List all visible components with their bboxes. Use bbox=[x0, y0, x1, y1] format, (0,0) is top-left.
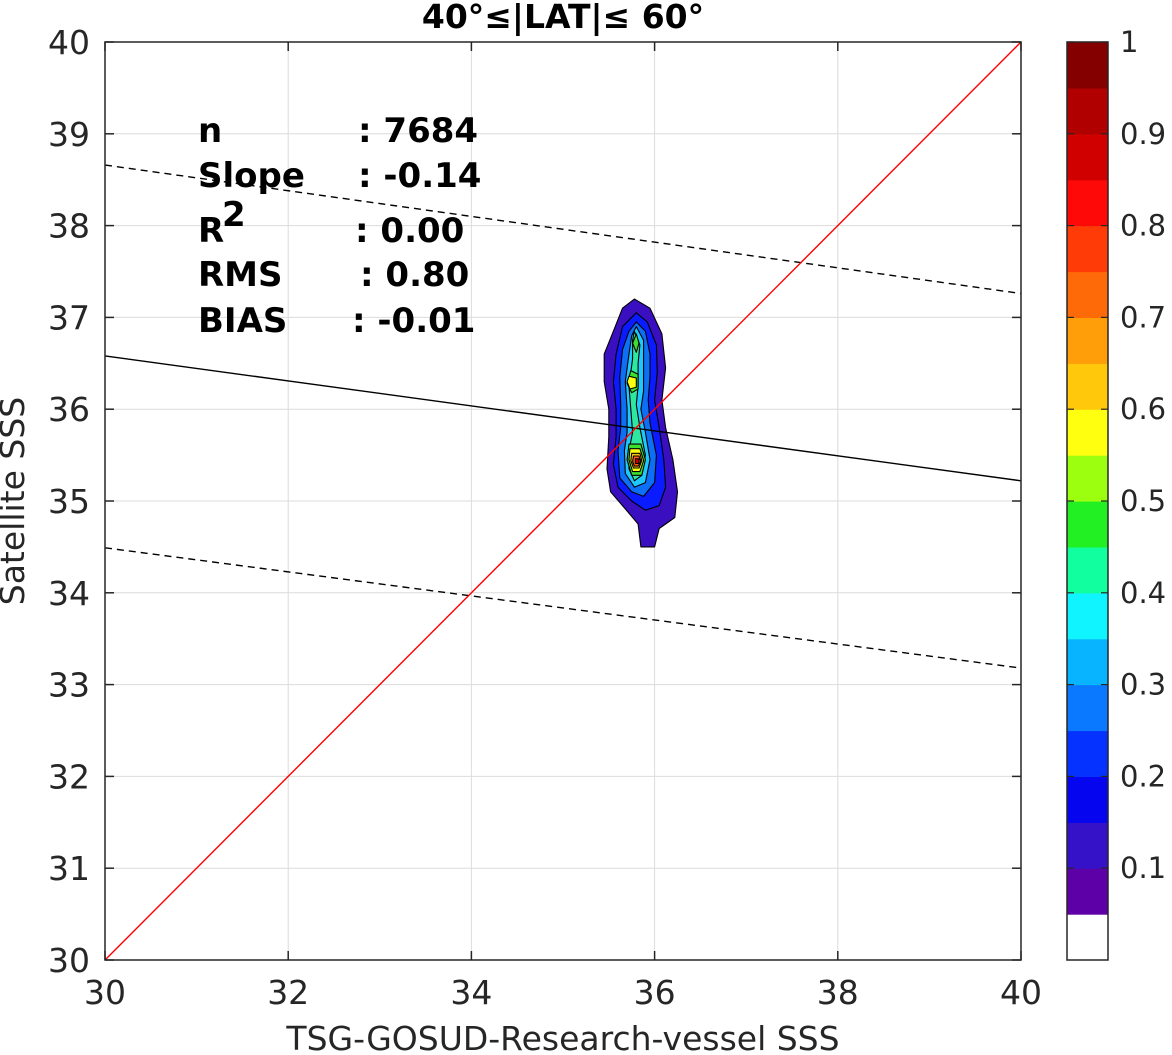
y-tick-label: 36 bbox=[48, 390, 90, 429]
stat-value: : -0.14 bbox=[358, 156, 481, 196]
colorbar-tick-label: 0.9 bbox=[1120, 117, 1166, 151]
stat-label: n bbox=[198, 111, 222, 151]
colorbar-segment bbox=[1067, 271, 1108, 318]
colorbar-segment bbox=[1067, 317, 1108, 364]
y-tick-label: 37 bbox=[48, 298, 90, 337]
colorbar-segment bbox=[1067, 225, 1108, 273]
x-tick-label: 34 bbox=[450, 973, 492, 1012]
x-tick-label: 40 bbox=[1000, 973, 1042, 1012]
colorbar-segment bbox=[1067, 546, 1108, 594]
reference-lines bbox=[104, 41, 1022, 961]
colorbar-tick-label: 0.7 bbox=[1120, 300, 1166, 334]
colorbar-segment bbox=[1067, 363, 1108, 410]
colorbar-segment bbox=[1067, 42, 1108, 89]
regression-line bbox=[104, 355, 1022, 482]
chart-title: 40°≤|LAT|≤ 60° bbox=[422, 0, 704, 36]
colorbar-segment bbox=[1067, 592, 1108, 640]
contour-level-0.65 bbox=[626, 375, 637, 390]
colorbar-segment bbox=[1067, 868, 1108, 915]
colorbar-segment bbox=[1067, 914, 1108, 961]
upper-bound-line bbox=[104, 164, 1022, 295]
stat-value: : -0.01 bbox=[352, 301, 475, 341]
colorbar-segment bbox=[1067, 638, 1108, 686]
grid bbox=[105, 42, 1021, 960]
colorbar-segment bbox=[1067, 179, 1108, 227]
colorbar-tick-label: 0.3 bbox=[1120, 668, 1166, 702]
x-tick-label: 32 bbox=[267, 973, 309, 1012]
stat-label: BIAS bbox=[198, 301, 287, 341]
colorbar-tick-label: 0.2 bbox=[1120, 759, 1166, 793]
colorbar-tick-label: 0.6 bbox=[1120, 392, 1166, 426]
x-axis-label: TSG-GOSUD-Research-vessel SSS bbox=[285, 1019, 839, 1055]
contour-level-0.55 bbox=[632, 333, 640, 353]
colorbar-tick-label: 0.5 bbox=[1120, 484, 1166, 518]
x-tick-label: 30 bbox=[84, 973, 126, 1012]
y-tick-label: 30 bbox=[48, 941, 90, 980]
y-tick-label: 31 bbox=[48, 849, 90, 888]
colorbar-segment bbox=[1067, 822, 1108, 869]
colorbar-tick-label: 0.4 bbox=[1120, 576, 1166, 610]
colorbar-segment bbox=[1067, 133, 1108, 181]
density-contours bbox=[603, 298, 679, 548]
colorbar-tick-label: 0.1 bbox=[1120, 851, 1166, 885]
x-tick-label: 36 bbox=[634, 973, 676, 1012]
colorbar-segment bbox=[1067, 455, 1108, 502]
stat-value: : 7684 bbox=[358, 111, 478, 151]
x-tick-label: 38 bbox=[817, 973, 859, 1012]
lower-bound-line bbox=[104, 547, 1022, 669]
stat-value: : 0.80 bbox=[360, 255, 469, 295]
colorbar-tick-label: 1 bbox=[1120, 25, 1138, 59]
stat-label: R bbox=[198, 211, 224, 251]
plot-area: 30 32 34 36 38 40 30 31 32 33 34 35 36 37 38 39 40 n : 76… bbox=[48, 23, 1042, 1012]
one-to-one-line bbox=[104, 41, 1022, 961]
stat-label: RMS bbox=[198, 255, 283, 295]
colorbar-tick-label: 0.8 bbox=[1120, 209, 1166, 243]
colorbar-segment bbox=[1067, 684, 1108, 732]
axis-ticks: 30 32 34 36 38 40 30 31 32 33 34 35 36 37 38 39 40 bbox=[48, 23, 1042, 1012]
colorbar-segment bbox=[1067, 730, 1108, 777]
y-tick-label: 34 bbox=[48, 574, 90, 613]
colorbar-segment bbox=[1067, 776, 1108, 823]
y-tick-label: 32 bbox=[48, 757, 90, 796]
y-axis-label: Satellite SSS bbox=[0, 397, 32, 606]
colorbar: 0.1 0.2 0.3 0.4 0.5 0.6 0.7 0.8 0.9 1 bbox=[1066, 25, 1166, 961]
stat-label: Slope bbox=[198, 156, 305, 196]
y-tick-label: 39 bbox=[48, 115, 90, 154]
y-tick-label: 35 bbox=[48, 482, 90, 521]
colorbar-segment bbox=[1067, 87, 1108, 135]
stats-annotation: n : 7684 Slope : -0.14 R2 : 0.00 RMS : 0.80 BIAS… bbox=[198, 111, 481, 341]
y-tick-label: 38 bbox=[48, 207, 90, 246]
y-tick-label: 40 bbox=[48, 23, 90, 62]
stat-value: : 0.00 bbox=[355, 211, 464, 251]
y-tick-label: 33 bbox=[48, 666, 90, 705]
colorbar-segment bbox=[1067, 501, 1108, 548]
colorbar-segment bbox=[1067, 409, 1108, 456]
contour-level-0.95 bbox=[634, 458, 640, 464]
stat-label-superscript: 2 bbox=[222, 195, 246, 235]
